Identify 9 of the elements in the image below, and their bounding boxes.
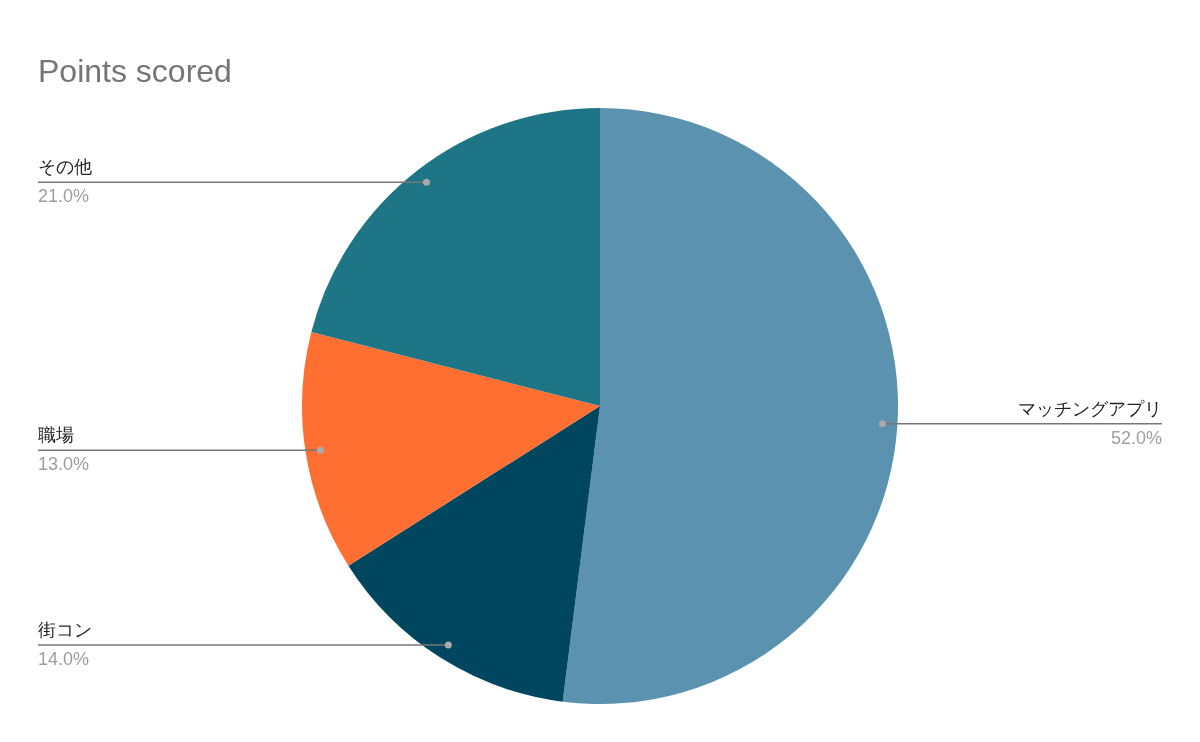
slice-label: その他: [38, 157, 92, 178]
data-label: 13.0%: [38, 454, 90, 475]
data-label: 14.0%: [38, 649, 90, 669]
slice-label: 職場: [38, 425, 74, 446]
chart-title: Points scored: [38, 53, 232, 89]
slice-label: 街コン: [38, 620, 92, 640]
data-label: 52.0%: [1110, 427, 1162, 448]
slice-label: マッチングアプリ: [1018, 398, 1162, 419]
data-label: 21.0%: [38, 186, 90, 207]
